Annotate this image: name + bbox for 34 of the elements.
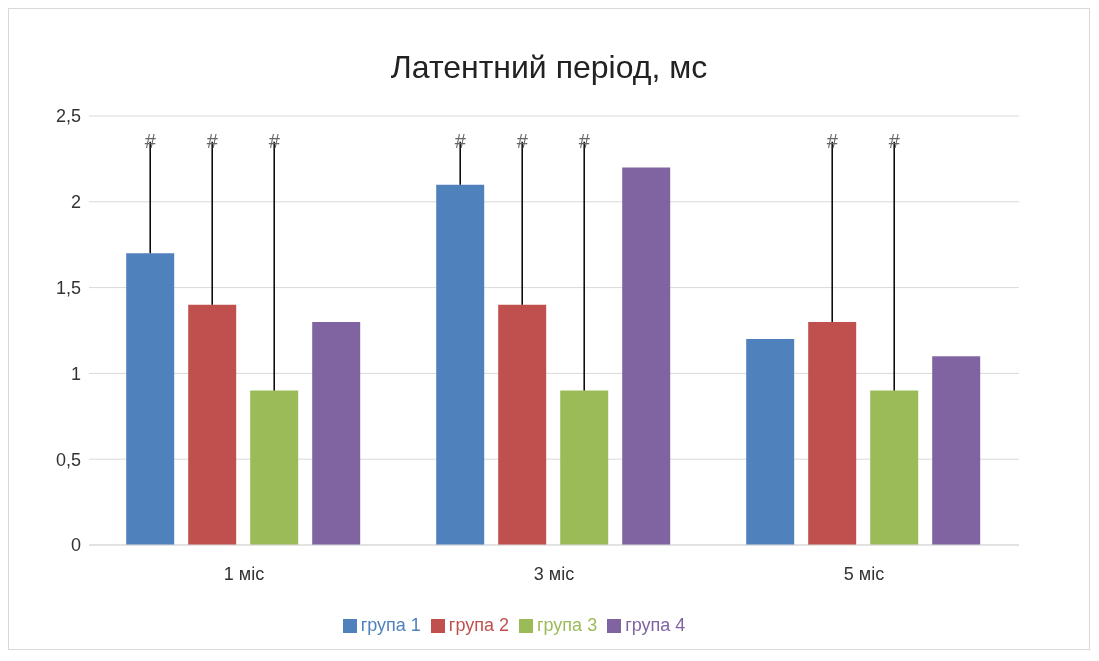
legend-label: група 3 xyxy=(537,615,598,635)
bar xyxy=(250,390,299,545)
y-tick-label: 1 xyxy=(70,363,81,384)
bar xyxy=(932,356,981,545)
annotation: # xyxy=(144,129,157,152)
annotation: # xyxy=(454,129,467,152)
bar xyxy=(560,390,609,545)
bar xyxy=(746,339,795,545)
annotation: # xyxy=(826,129,839,152)
y-tick-label: 2,5 xyxy=(55,106,81,127)
legend-label: група 4 xyxy=(625,615,686,635)
bar xyxy=(498,304,547,545)
bar xyxy=(870,390,919,545)
chart-title: Латентний період, мс xyxy=(389,49,709,86)
annotation: # xyxy=(578,129,591,152)
x-tick-label: 5 міс xyxy=(843,563,885,584)
bar xyxy=(808,321,857,545)
bar xyxy=(436,184,485,545)
annotation: # xyxy=(268,129,281,152)
x-tick-label: 3 міс xyxy=(533,563,575,584)
bar xyxy=(188,304,237,545)
legend-label: група 2 xyxy=(448,615,509,635)
annotation: # xyxy=(888,129,901,152)
annotation: # xyxy=(206,129,219,152)
bar xyxy=(126,253,175,545)
legend-label: група 1 xyxy=(360,615,421,635)
y-tick-label: 0 xyxy=(70,535,81,556)
x-tick-label: 1 міс xyxy=(223,563,265,584)
bar xyxy=(622,167,671,545)
y-tick-label: 0,5 xyxy=(55,449,81,470)
annotation: # xyxy=(516,129,529,152)
bar xyxy=(312,321,361,545)
y-tick-label: 2 xyxy=(70,192,81,213)
y-tick-label: 1,5 xyxy=(55,277,81,298)
